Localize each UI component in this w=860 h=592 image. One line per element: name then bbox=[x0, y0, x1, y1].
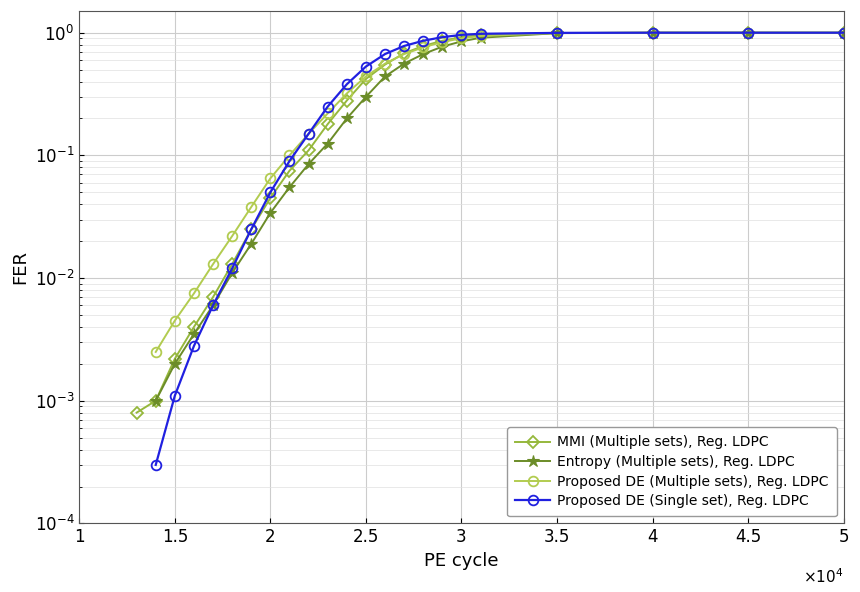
MMI (Multiple sets), Reg. LDPC bbox=[838, 29, 849, 36]
Proposed DE (Single set), Reg. LDPC bbox=[360, 63, 371, 70]
Line: MMI (Multiple sets), Reg. LDPC: MMI (Multiple sets), Reg. LDPC bbox=[132, 28, 848, 417]
X-axis label: PE cycle: PE cycle bbox=[424, 552, 499, 570]
MMI (Multiple sets), Reg. LDPC bbox=[285, 167, 295, 174]
Proposed DE (Multiple sets), Reg. LDPC bbox=[476, 33, 486, 40]
MMI (Multiple sets), Reg. LDPC bbox=[399, 50, 409, 57]
Proposed DE (Single set), Reg. LDPC bbox=[304, 130, 314, 137]
Proposed DE (Multiple sets), Reg. LDPC bbox=[265, 175, 275, 182]
Proposed DE (Multiple sets), Reg. LDPC bbox=[169, 317, 180, 324]
MMI (Multiple sets), Reg. LDPC bbox=[437, 37, 447, 44]
Proposed DE (Multiple sets), Reg. LDPC bbox=[360, 73, 371, 80]
Proposed DE (Multiple sets), Reg. LDPC bbox=[189, 290, 200, 297]
Entropy (Multiple sets), Reg. LDPC bbox=[341, 115, 352, 122]
MMI (Multiple sets), Reg. LDPC bbox=[132, 409, 142, 416]
MMI (Multiple sets), Reg. LDPC bbox=[743, 29, 753, 36]
Entropy (Multiple sets), Reg. LDPC bbox=[552, 30, 562, 37]
Proposed DE (Multiple sets), Reg. LDPC bbox=[399, 50, 409, 57]
MMI (Multiple sets), Reg. LDPC bbox=[380, 61, 390, 68]
Entropy (Multiple sets), Reg. LDPC bbox=[457, 38, 467, 45]
Entropy (Multiple sets), Reg. LDPC bbox=[437, 43, 447, 50]
Proposed DE (Multiple sets), Reg. LDPC bbox=[227, 233, 237, 240]
Line: Proposed DE (Multiple sets), Reg. LDPC: Proposed DE (Multiple sets), Reg. LDPC bbox=[150, 28, 849, 357]
Proposed DE (Multiple sets), Reg. LDPC bbox=[246, 204, 256, 211]
Proposed DE (Multiple sets), Reg. LDPC bbox=[648, 29, 658, 36]
MMI (Multiple sets), Reg. LDPC bbox=[552, 30, 562, 37]
Proposed DE (Single set), Reg. LDPC bbox=[418, 37, 428, 44]
MMI (Multiple sets), Reg. LDPC bbox=[169, 355, 180, 362]
Proposed DE (Multiple sets), Reg. LDPC bbox=[838, 29, 849, 36]
MMI (Multiple sets), Reg. LDPC bbox=[246, 226, 256, 233]
Proposed DE (Single set), Reg. LDPC bbox=[380, 50, 390, 57]
Proposed DE (Single set), Reg. LDPC bbox=[399, 43, 409, 50]
Entropy (Multiple sets), Reg. LDPC bbox=[246, 240, 256, 247]
Line: Proposed DE (Single set), Reg. LDPC: Proposed DE (Single set), Reg. LDPC bbox=[150, 28, 849, 470]
Proposed DE (Multiple sets), Reg. LDPC bbox=[208, 260, 218, 268]
MMI (Multiple sets), Reg. LDPC bbox=[265, 194, 275, 201]
Entropy (Multiple sets), Reg. LDPC bbox=[150, 397, 161, 404]
Entropy (Multiple sets), Reg. LDPC bbox=[838, 29, 849, 36]
Proposed DE (Single set), Reg. LDPC bbox=[476, 30, 486, 37]
Proposed DE (Multiple sets), Reg. LDPC bbox=[380, 60, 390, 67]
Proposed DE (Single set), Reg. LDPC bbox=[189, 342, 200, 349]
MMI (Multiple sets), Reg. LDPC bbox=[189, 323, 200, 330]
Proposed DE (Multiple sets), Reg. LDPC bbox=[552, 30, 562, 37]
Proposed DE (Single set), Reg. LDPC bbox=[437, 34, 447, 41]
Proposed DE (Multiple sets), Reg. LDPC bbox=[304, 130, 314, 137]
MMI (Multiple sets), Reg. LDPC bbox=[322, 121, 333, 128]
MMI (Multiple sets), Reg. LDPC bbox=[227, 260, 237, 268]
Entropy (Multiple sets), Reg. LDPC bbox=[476, 34, 486, 41]
Entropy (Multiple sets), Reg. LDPC bbox=[285, 184, 295, 191]
Entropy (Multiple sets), Reg. LDPC bbox=[743, 29, 753, 36]
Entropy (Multiple sets), Reg. LDPC bbox=[360, 94, 371, 101]
Proposed DE (Multiple sets), Reg. LDPC bbox=[437, 38, 447, 46]
MMI (Multiple sets), Reg. LDPC bbox=[304, 147, 314, 154]
Y-axis label: FER: FER bbox=[11, 250, 29, 284]
Proposed DE (Single set), Reg. LDPC bbox=[227, 265, 237, 272]
MMI (Multiple sets), Reg. LDPC bbox=[208, 294, 218, 301]
Text: $\times10^4$: $\times10^4$ bbox=[803, 567, 844, 585]
Text: 公众号·存储随笔: 公众号·存储随笔 bbox=[576, 464, 626, 474]
MMI (Multiple sets), Reg. LDPC bbox=[360, 75, 371, 82]
Proposed DE (Single set), Reg. LDPC bbox=[265, 189, 275, 196]
MMI (Multiple sets), Reg. LDPC bbox=[341, 97, 352, 104]
Legend: MMI (Multiple sets), Reg. LDPC, Entropy (Multiple sets), Reg. LDPC, Proposed DE : MMI (Multiple sets), Reg. LDPC, Entropy … bbox=[507, 427, 837, 516]
Entropy (Multiple sets), Reg. LDPC bbox=[227, 269, 237, 276]
Entropy (Multiple sets), Reg. LDPC bbox=[208, 302, 218, 309]
Proposed DE (Multiple sets), Reg. LDPC bbox=[285, 152, 295, 159]
Entropy (Multiple sets), Reg. LDPC bbox=[648, 29, 658, 36]
MMI (Multiple sets), Reg. LDPC bbox=[476, 31, 486, 38]
Proposed DE (Single set), Reg. LDPC bbox=[743, 29, 753, 36]
Entropy (Multiple sets), Reg. LDPC bbox=[418, 50, 428, 57]
Proposed DE (Single set), Reg. LDPC bbox=[838, 29, 849, 36]
Entropy (Multiple sets), Reg. LDPC bbox=[265, 210, 275, 217]
Entropy (Multiple sets), Reg. LDPC bbox=[380, 73, 390, 80]
Proposed DE (Single set), Reg. LDPC bbox=[457, 31, 467, 38]
Proposed DE (Single set), Reg. LDPC bbox=[341, 81, 352, 88]
Proposed DE (Multiple sets), Reg. LDPC bbox=[322, 110, 333, 117]
Proposed DE (Single set), Reg. LDPC bbox=[322, 103, 333, 110]
Entropy (Multiple sets), Reg. LDPC bbox=[169, 361, 180, 368]
Proposed DE (Multiple sets), Reg. LDPC bbox=[457, 35, 467, 42]
Proposed DE (Single set), Reg. LDPC bbox=[246, 226, 256, 233]
Proposed DE (Multiple sets), Reg. LDPC bbox=[341, 90, 352, 97]
Entropy (Multiple sets), Reg. LDPC bbox=[322, 140, 333, 147]
Proposed DE (Single set), Reg. LDPC bbox=[285, 157, 295, 165]
Entropy (Multiple sets), Reg. LDPC bbox=[189, 330, 200, 337]
MMI (Multiple sets), Reg. LDPC bbox=[418, 43, 428, 50]
Line: Entropy (Multiple sets), Reg. LDPC: Entropy (Multiple sets), Reg. LDPC bbox=[150, 27, 850, 407]
Proposed DE (Multiple sets), Reg. LDPC bbox=[150, 348, 161, 355]
Entropy (Multiple sets), Reg. LDPC bbox=[399, 60, 409, 67]
Proposed DE (Multiple sets), Reg. LDPC bbox=[418, 44, 428, 51]
Proposed DE (Multiple sets), Reg. LDPC bbox=[743, 29, 753, 36]
Proposed DE (Single set), Reg. LDPC bbox=[552, 30, 562, 37]
Proposed DE (Single set), Reg. LDPC bbox=[648, 29, 658, 36]
Proposed DE (Single set), Reg. LDPC bbox=[169, 392, 180, 399]
Entropy (Multiple sets), Reg. LDPC bbox=[304, 160, 314, 168]
MMI (Multiple sets), Reg. LDPC bbox=[150, 397, 161, 404]
Proposed DE (Single set), Reg. LDPC bbox=[150, 461, 161, 468]
MMI (Multiple sets), Reg. LDPC bbox=[457, 34, 467, 41]
MMI (Multiple sets), Reg. LDPC bbox=[648, 29, 658, 36]
Proposed DE (Single set), Reg. LDPC bbox=[208, 302, 218, 309]
